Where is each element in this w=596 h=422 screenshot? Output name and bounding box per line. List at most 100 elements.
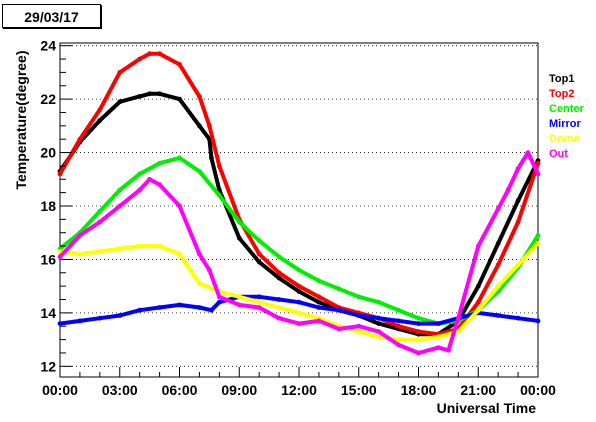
point-dome — [475, 307, 481, 313]
point-center — [97, 208, 103, 214]
point-out — [336, 326, 342, 332]
point-top2 — [57, 171, 63, 177]
y-tick-label: 14 — [40, 305, 56, 321]
point-dome — [236, 294, 242, 300]
point-dome — [157, 243, 163, 249]
point-out — [535, 171, 541, 177]
point-mirror — [197, 305, 202, 310]
point-out — [137, 187, 143, 193]
point-top2 — [535, 160, 541, 166]
point-center — [336, 286, 342, 292]
point-dome — [197, 281, 202, 286]
series-top1 — [58, 91, 540, 337]
point-top1 — [515, 198, 521, 204]
point-top2 — [77, 136, 83, 142]
point-top1 — [296, 289, 302, 294]
point-out — [416, 350, 421, 356]
point-mirror — [316, 305, 322, 310]
point-dome — [256, 299, 262, 305]
point-top1 — [256, 259, 262, 265]
point-top1 — [209, 155, 214, 161]
point-center — [416, 315, 421, 321]
point-out — [216, 294, 222, 300]
point-dome — [356, 329, 362, 334]
plot-area — [59, 42, 539, 378]
point-mirror — [209, 307, 214, 313]
point-dome — [296, 310, 302, 316]
point-top1 — [475, 283, 481, 289]
x-tick-label: 00:00 — [42, 382, 78, 398]
point-center — [117, 187, 123, 193]
point-top2 — [515, 219, 521, 225]
point-top2 — [117, 70, 123, 75]
x-tick-label: 18:00 — [401, 382, 437, 398]
y-tick-label: 18 — [40, 198, 56, 214]
point-out — [77, 233, 83, 238]
point-dome — [376, 334, 382, 340]
point-center — [296, 267, 302, 273]
point-top2 — [97, 107, 103, 113]
point-mirror — [216, 299, 222, 305]
point-dome — [177, 251, 182, 257]
legend-center: Center — [549, 103, 585, 115]
point-mirror — [256, 294, 262, 300]
point-center — [256, 238, 262, 244]
point-out — [236, 302, 242, 308]
point-mirror — [157, 305, 163, 310]
point-out — [396, 342, 401, 348]
x-tick-label: 00:00 — [520, 382, 556, 398]
point-out — [455, 315, 461, 321]
legend-top2: Top2 — [549, 88, 574, 100]
point-out — [515, 166, 521, 172]
series-mirror — [58, 294, 540, 326]
point-top1 — [177, 96, 182, 102]
point-top2 — [216, 163, 222, 169]
point-center — [535, 233, 541, 238]
point-mirror — [535, 318, 541, 324]
point-center — [177, 155, 182, 161]
point-mirror — [356, 313, 362, 318]
point-out — [436, 345, 441, 350]
legend-mirror: Mirror — [549, 118, 582, 130]
point-top2 — [256, 251, 262, 257]
point-dome — [535, 241, 541, 246]
point-center — [376, 299, 382, 305]
point-dome — [77, 251, 83, 257]
point-center — [236, 219, 242, 225]
point-top2 — [495, 262, 501, 268]
point-dome — [515, 262, 521, 268]
point-top1 — [147, 91, 153, 97]
point-top2 — [296, 283, 302, 289]
x-tick-label: 21:00 — [460, 382, 496, 398]
point-mirror — [296, 299, 302, 305]
point-out — [177, 203, 182, 209]
point-top2 — [316, 294, 322, 300]
point-mirror — [137, 307, 143, 313]
point-top2 — [147, 51, 153, 57]
point-mirror — [57, 321, 63, 326]
point-top2 — [475, 299, 481, 305]
y-tick-label: 16 — [40, 251, 56, 267]
point-top1 — [276, 275, 282, 281]
point-out — [505, 187, 511, 193]
x-tick-label: 15:00 — [341, 382, 377, 398]
point-top1 — [236, 235, 242, 241]
point-top1 — [97, 118, 103, 123]
x-tick-label: 12:00 — [281, 382, 317, 398]
point-mirror — [495, 313, 501, 318]
point-out — [316, 318, 322, 324]
point-out — [147, 176, 153, 182]
point-top1 — [137, 94, 143, 99]
point-out — [376, 329, 382, 334]
point-center — [316, 278, 322, 284]
point-center — [396, 307, 401, 313]
point-top2 — [396, 323, 401, 329]
y-tick-label: 22 — [40, 91, 56, 107]
point-center — [157, 160, 163, 166]
point-out — [446, 347, 451, 353]
point-mirror — [276, 297, 282, 302]
point-dome — [455, 329, 461, 334]
x-tick-label: 06:00 — [162, 382, 198, 398]
point-top2 — [177, 62, 182, 67]
